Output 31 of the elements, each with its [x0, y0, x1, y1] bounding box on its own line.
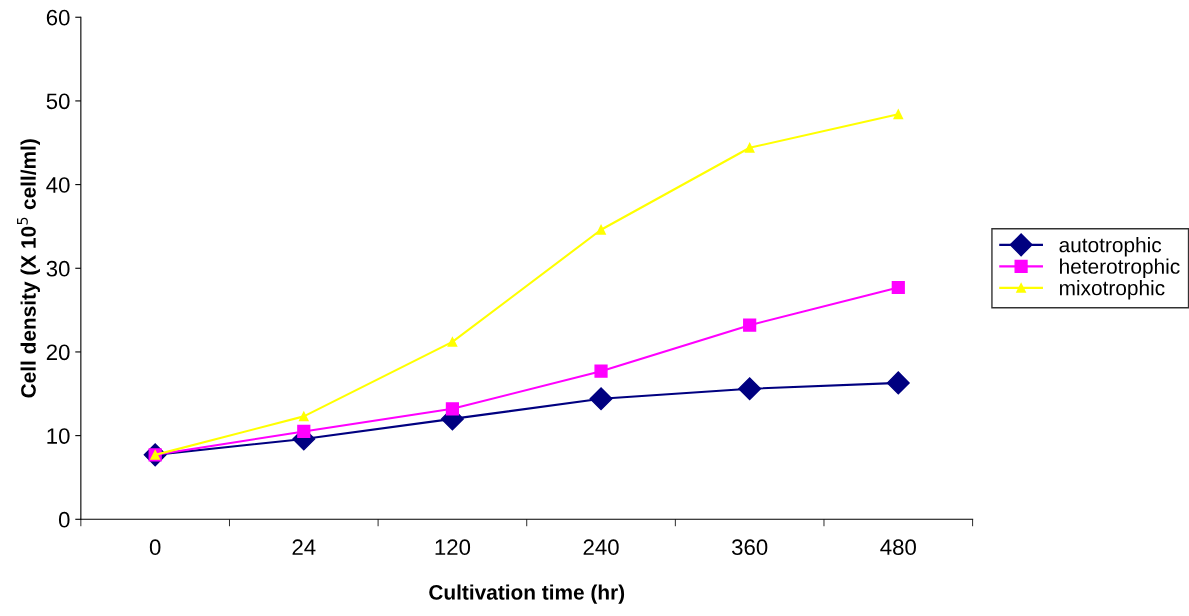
point	[594, 364, 608, 378]
legend-label: mixotrophic	[1059, 280, 1165, 300]
x-axis-title: Cultivation time (hr)	[429, 584, 625, 604]
y-tick-label: 0	[58, 511, 70, 528]
y-tick-label: 20	[46, 344, 70, 361]
point	[891, 280, 905, 295]
y-tick-label: 40	[46, 177, 70, 193]
y-tick-label: 10	[47, 428, 70, 444]
legend-label: autotrophic	[1059, 237, 1162, 257]
x-tick-label: 360	[731, 539, 768, 556]
x-tick-label: 24	[292, 539, 316, 555]
x-tick-label: 240	[583, 539, 619, 556]
point	[893, 109, 904, 120]
legend-label: heterotrophic	[1060, 258, 1180, 278]
point	[738, 377, 762, 401]
point	[886, 371, 910, 395]
point	[445, 402, 460, 416]
x-tick-label: 0	[149, 539, 161, 556]
point	[298, 411, 309, 422]
point	[589, 387, 613, 411]
point	[743, 318, 757, 332]
y-tick-label: 50	[46, 93, 70, 110]
point	[744, 142, 755, 153]
x-tick-label: 120	[435, 539, 471, 556]
x-tick-label: 480	[880, 539, 916, 556]
point	[297, 424, 311, 439]
y-tick-label: 60	[46, 9, 70, 26]
point	[447, 337, 458, 347]
y-axis-title: Cell density (X 10$^{5}$ cell/ml)	[17, 139, 40, 398]
y-tick-label: 30	[46, 260, 70, 277]
point	[596, 224, 606, 235]
